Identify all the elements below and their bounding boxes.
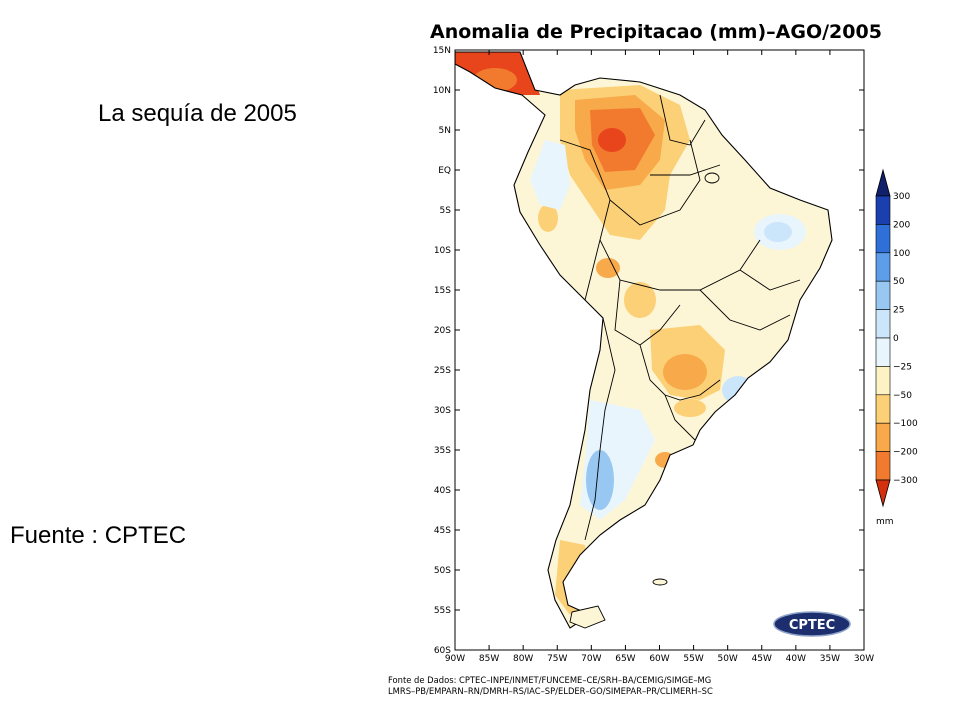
legend-swatch	[875, 252, 891, 282]
legend-swatch	[875, 394, 891, 424]
legend-level-label: −25	[893, 362, 912, 372]
lon-label: 50W	[717, 654, 737, 664]
legend-swatch	[875, 337, 891, 367]
lat-label: 55S	[434, 606, 451, 616]
legend-bottom-arrow	[875, 479, 891, 508]
lon-label: 70W	[581, 654, 601, 664]
legend-swatch	[875, 280, 891, 310]
map-title: Anomalia de Precipitacao (mm)–AGO/2005	[430, 21, 882, 43]
legend-level-label: 0	[893, 334, 899, 344]
lon-label: 60W	[649, 654, 669, 664]
north-deficit-peak	[598, 128, 626, 152]
latitude-axis: 15N 10N 5N EQ 5S 10S 15S 20S 25S 30S 35S 40S 45S 50S 5…	[433, 46, 864, 656]
lon-label: 45W	[752, 654, 772, 664]
legend-swatch	[875, 195, 891, 225]
legend-level-label: −100	[893, 419, 918, 429]
slide-source-caption: Fuente : CPTEC	[10, 522, 187, 549]
lat-label: 10S	[434, 246, 451, 256]
color-legend: mm 300 200 100 50 25 0 −25 −50 −100 −200 −300	[875, 168, 918, 527]
cptec-logo: CPTEC	[773, 611, 851, 637]
west-deficit-spot	[538, 204, 558, 232]
lat-label: 5N	[439, 126, 451, 136]
cptec-logo-text: CPTEC	[789, 618, 835, 633]
lat-label: 35S	[434, 446, 451, 456]
paraguay-deficit-core	[663, 354, 707, 390]
marajo-island	[704, 172, 720, 184]
lon-label: 35W	[820, 654, 840, 664]
peru-deficit-spot	[596, 258, 620, 278]
legend-swatch	[875, 224, 891, 254]
legend-level-label: −50	[893, 391, 912, 401]
lat-label: 10N	[433, 86, 451, 96]
northeast-wet-core	[764, 222, 792, 242]
lon-label: 40W	[786, 654, 806, 664]
lat-label: 45S	[434, 526, 451, 536]
legend-swatch	[875, 366, 891, 396]
lon-label: 80W	[513, 654, 533, 664]
legend-unit: mm	[876, 517, 894, 527]
lat-label: 60S	[434, 646, 451, 656]
anomaly-fields	[455, 52, 806, 615]
lat-label: 40S	[434, 486, 451, 496]
lat-label: 50S	[434, 566, 451, 576]
legend-swatch	[875, 451, 891, 481]
legend-level-label: 100	[893, 249, 910, 259]
falkland-islands	[652, 578, 668, 586]
lat-label: 15S	[434, 286, 451, 296]
lat-label: 5S	[440, 206, 452, 216]
legend-swatch	[875, 309, 891, 339]
lat-label: 20S	[434, 326, 451, 336]
lon-label: 90W	[445, 654, 465, 664]
lon-label: 30W	[854, 654, 874, 664]
legend-level-label: 50	[893, 277, 905, 287]
ecuador-wet-spot	[530, 140, 570, 210]
lat-label: 30S	[434, 406, 451, 416]
lat-label: 25S	[434, 366, 451, 376]
legend-level-label: 300	[893, 192, 910, 202]
patagonia-wet-core	[586, 450, 614, 510]
country-borders	[559, 94, 801, 541]
legend-level-label: 200	[893, 220, 910, 230]
legend-level-label: 25	[893, 306, 904, 316]
data-sources-line-1: Fonte de Dados: CPTEC–INPE/INMET/FUNCEME…	[388, 675, 711, 685]
lon-label: 65W	[615, 654, 635, 664]
legend-top-arrow	[875, 168, 891, 197]
slide-title: La sequía de 2005	[98, 100, 297, 127]
lon-label: 55W	[683, 654, 703, 664]
legend-swatch	[875, 422, 891, 452]
uruguay-deficit-spot	[674, 399, 706, 417]
tierra-del-fuego	[569, 605, 606, 629]
lat-label: EQ	[438, 166, 451, 176]
lon-label: 85W	[479, 654, 499, 664]
bolivia-deficit-spot	[624, 282, 656, 318]
lon-label: 75W	[547, 654, 567, 664]
lat-label: 15N	[433, 46, 451, 56]
legend-level-label: −200	[893, 448, 918, 458]
data-sources-line-2: LMRS–PB/EMPARN–RN/DMRH–RS/IAC–SP/ELDER–G…	[388, 686, 713, 696]
longitude-axis: 90W 85W 80W 75W 70W 65W 60W 55W 50W 45W 40W 35W 30W	[445, 50, 874, 664]
legend-level-label: −300	[893, 476, 918, 486]
